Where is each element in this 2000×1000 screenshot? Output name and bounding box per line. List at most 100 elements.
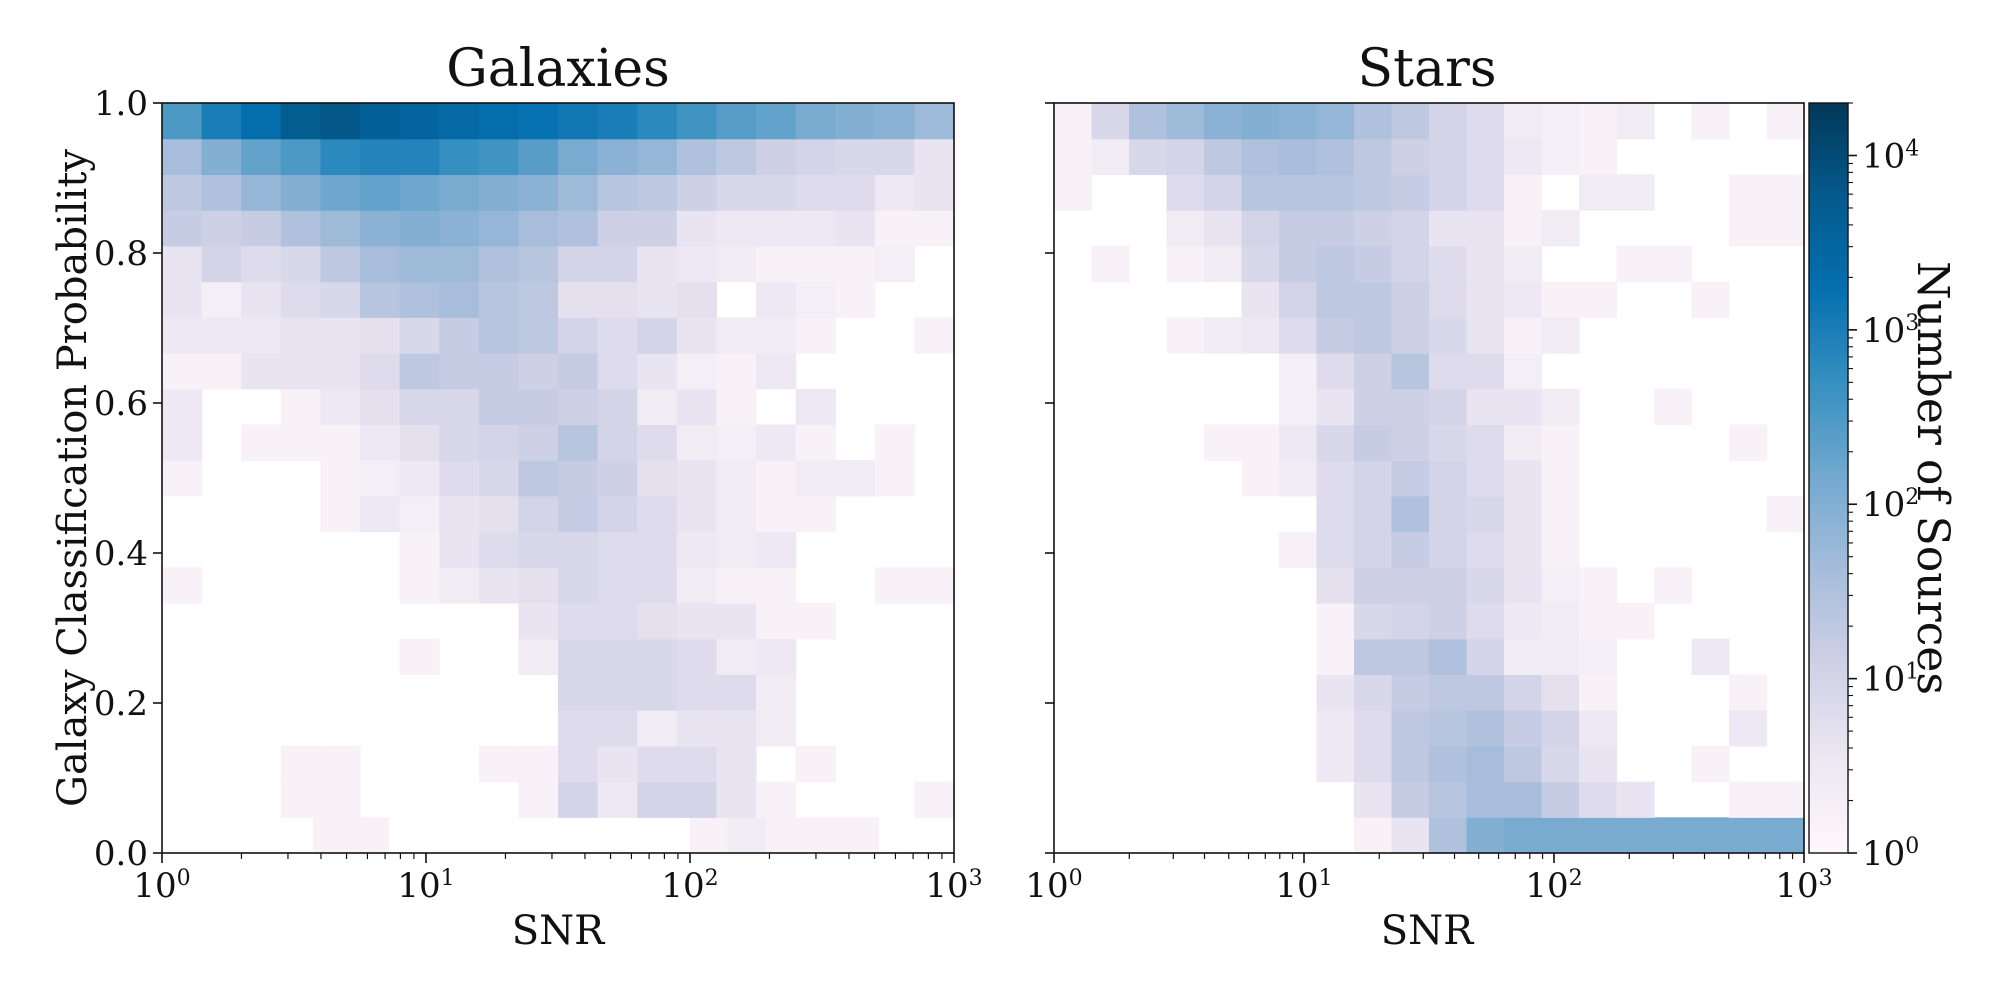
heatmap-cell [597, 103, 638, 140]
heatmap-cell [320, 103, 361, 140]
heatmap-cell [439, 281, 480, 318]
heatmap-cell [874, 567, 915, 604]
heatmap-cell [874, 460, 915, 497]
heatmap-cell [1429, 495, 1468, 533]
heatmap-cell [1354, 781, 1393, 818]
colorbar-label: Number of Sources [1907, 261, 1958, 695]
heatmap-cell [201, 138, 242, 176]
heatmap-cell [676, 281, 717, 318]
heatmap-cell [1504, 460, 1543, 497]
heatmap-cell [1204, 138, 1243, 176]
heatmap-cell [1316, 424, 1355, 461]
heatmap-cell [716, 745, 757, 783]
heatmap-cell [1316, 745, 1355, 783]
heatmap-cell [320, 460, 361, 497]
heatmap-cell [637, 210, 678, 247]
heatmap-cell [1241, 174, 1280, 211]
heatmap-cell [637, 174, 678, 211]
heatmap-cell [597, 460, 638, 497]
heatmap-cell [1466, 745, 1505, 783]
heatmap-cell [914, 781, 955, 818]
heatmap-cell [716, 638, 757, 676]
heatmap-cell [558, 495, 599, 533]
heatmap-cell [518, 281, 559, 318]
heatmap-cell [756, 424, 797, 461]
heatmap-cell [1729, 817, 1768, 854]
heatmap-cell [1129, 138, 1168, 176]
heatmap-cell [756, 781, 797, 818]
heatmap-cell [1504, 281, 1543, 318]
heatmap-cell [558, 103, 599, 140]
heatmap-cell [241, 138, 282, 176]
heatmap-cell [241, 317, 282, 354]
heatmap-cell [1429, 424, 1468, 461]
heatmap-cell [1466, 674, 1505, 711]
heatmap-cell [795, 495, 836, 533]
heatmap-cell [1654, 567, 1693, 604]
heatmap-cell [320, 388, 361, 426]
heatmap-cell [1166, 317, 1205, 354]
galaxies-x-ticks: 100 101 102 103 [133, 853, 983, 907]
heatmap-cell [1654, 388, 1693, 426]
heatmap-cell [439, 460, 480, 497]
heatmap-cell [716, 531, 757, 568]
heatmap-cell [1054, 138, 1093, 176]
heatmap-cell [756, 103, 797, 140]
heatmap-cell [1466, 138, 1505, 176]
heatmap-cell [399, 174, 440, 211]
heatmap-cell [558, 210, 599, 247]
heatmap-cell [756, 281, 797, 318]
heatmap-cell [1429, 781, 1468, 818]
heatmap-cell [360, 495, 401, 533]
heatmap-cell [1429, 210, 1468, 247]
heatmap-cell [1541, 424, 1580, 461]
heatmap-cell [1279, 281, 1318, 318]
heatmap-cell [320, 210, 361, 247]
heatmap-cell [874, 210, 915, 247]
heatmap-cell [280, 281, 321, 318]
heatmap-cell [518, 745, 559, 783]
x-tick-label: 101 [397, 866, 454, 907]
heatmap-cell [1429, 674, 1468, 711]
heatmap-cell [558, 567, 599, 604]
x-tick-label: 102 [1525, 866, 1582, 907]
heatmap-cell [637, 495, 678, 533]
heatmap-cell [756, 638, 797, 676]
heatmap-cell [360, 317, 401, 354]
heatmap-cell [1541, 388, 1580, 426]
heatmap-cell [803, 817, 842, 854]
heatmap-cell [1316, 567, 1355, 604]
x-tick-label: 102 [661, 866, 718, 907]
heatmap-cell [1354, 745, 1393, 783]
heatmap-cell [162, 103, 203, 140]
heatmap-cell [439, 495, 480, 533]
heatmap-cell [795, 245, 836, 283]
heatmap-cell [1241, 317, 1280, 354]
heatmap-cell [914, 567, 955, 604]
heatmap-cell [280, 745, 321, 783]
heatmap-cell [241, 353, 282, 390]
y-tick-label: 0.4 [94, 534, 148, 574]
heatmap-cell [1316, 388, 1355, 426]
heatmap-cell [914, 174, 955, 211]
heatmap-cell [1766, 174, 1805, 211]
heatmap-cell [840, 817, 880, 854]
heatmap-cell [518, 460, 559, 497]
heatmap-cell [874, 103, 915, 140]
heatmap-cell [518, 245, 559, 283]
heatmap-cell [1279, 424, 1318, 461]
heatmap-cell [1354, 174, 1393, 211]
heatmap-cell [765, 817, 804, 854]
heatmap-cell [350, 817, 389, 854]
heatmap-cell [518, 638, 559, 676]
heatmap-cell [320, 745, 361, 783]
heatmap-cell [1616, 603, 1655, 640]
heatmap-cell [439, 388, 480, 426]
heatmap-cell [1541, 531, 1580, 568]
heatmap-cell [676, 424, 717, 461]
heatmap-cell [399, 138, 440, 176]
heatmap-cell [1354, 317, 1393, 354]
heatmap-cell [1391, 424, 1430, 461]
heatmap-cell [1504, 245, 1543, 283]
y-tick-label: 0.8 [94, 234, 148, 274]
